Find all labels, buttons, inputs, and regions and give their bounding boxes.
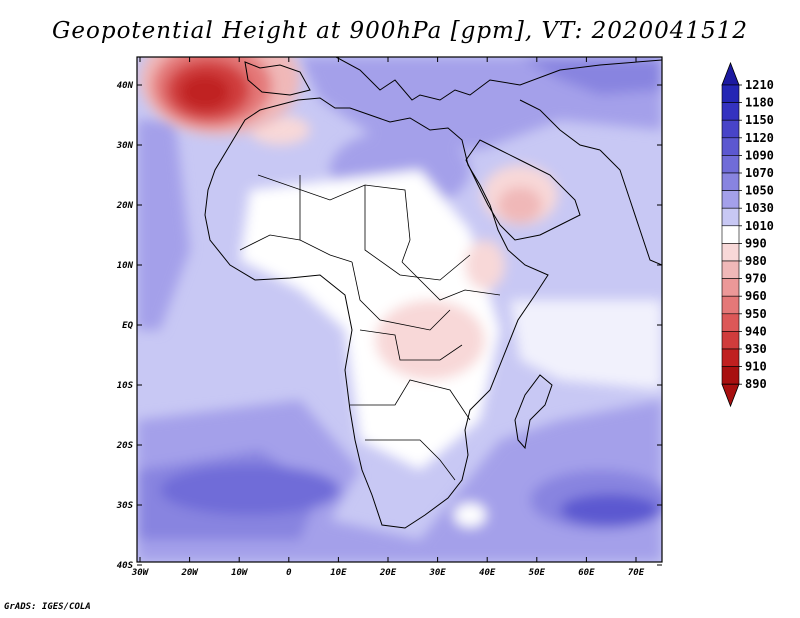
colorbar-label: 1010 <box>745 219 774 233</box>
colorbar-label: 1210 <box>745 78 774 92</box>
colorbar-label: 990 <box>745 236 767 250</box>
lon-label: 40E <box>479 568 496 578</box>
colorbar-swatch <box>721 190 740 209</box>
colorbar-swatch <box>721 225 740 244</box>
grads-credit: GrADS: IGES/COLA <box>4 602 91 612</box>
colorbar-label: 1050 <box>745 184 774 198</box>
lat-label: EQ <box>122 321 133 331</box>
colorbar-swatch <box>721 331 740 350</box>
lon-label: 20W <box>180 568 199 578</box>
longitude-labels: 30W 20W 10W 0 10E 20E 30E 40E 50E 60E 70E <box>131 568 645 578</box>
colorbar-label: 1120 <box>745 131 774 145</box>
colorbar-swatch <box>721 313 740 332</box>
lon-label: 0 <box>286 568 292 578</box>
colorbar-swatch <box>721 102 740 121</box>
height-field <box>137 57 662 562</box>
colorbar-label: 1180 <box>745 96 774 110</box>
lon-label: 20E <box>379 568 397 578</box>
colorbar-label: 980 <box>745 254 767 268</box>
colorbar-swatch <box>721 172 740 191</box>
colorbar-label: 960 <box>745 289 767 303</box>
colorbar-swatch <box>721 207 740 227</box>
chart-title: Geopotential Height at 900hPa [gpm], VT:… <box>52 18 748 44</box>
colorbar-swatch <box>721 155 740 174</box>
lon-label: 10W <box>231 568 249 578</box>
lon-label: 30W <box>131 568 150 578</box>
colorbar-label: 910 <box>745 360 767 374</box>
lat-label: 10S <box>117 381 134 391</box>
colorbar-swatch <box>721 348 740 367</box>
colorbar-label: 1030 <box>745 201 774 215</box>
colorbar-swatch <box>721 366 740 385</box>
colorbar-label: 1090 <box>745 148 774 162</box>
colorbar-label: 930 <box>745 342 767 356</box>
lat-label: 40S <box>117 561 134 571</box>
lat-label: 20N <box>116 201 134 211</box>
colorbar-label: 970 <box>745 272 767 286</box>
lat-label: 30N <box>116 141 134 151</box>
colorbar-bottom-arrow <box>721 383 740 408</box>
latitude-labels: 40N 30N 20N 10N EQ 10S 20S 30S 40S <box>116 81 134 571</box>
colorbar-top-arrow <box>721 61 740 86</box>
colorbar: 1210 1180 1150 1120 1090 1070 1050 1030 1010 990 9… <box>721 61 774 408</box>
colorbar-swatch <box>721 243 740 262</box>
lat-label: 20S <box>116 441 134 451</box>
colorbar-label: 940 <box>745 324 767 338</box>
colorbar-swatch <box>721 137 740 156</box>
colorbar-swatch <box>721 119 740 139</box>
lon-label: 50E <box>529 568 546 578</box>
colorbar-label: 950 <box>745 307 767 321</box>
lon-label: 30E <box>428 568 446 578</box>
colorbar-swatch <box>721 84 740 103</box>
lat-label: 10N <box>117 261 134 271</box>
colorbar-label: 890 <box>745 377 767 391</box>
lat-label: 40N <box>117 81 134 91</box>
lat-label: 30S <box>116 501 134 511</box>
colorbar-swatch <box>721 295 740 315</box>
colorbar-label: 1070 <box>745 166 774 180</box>
map-frame <box>136 56 663 563</box>
colorbar-label: 1150 <box>745 113 774 127</box>
colorbar-swatch <box>721 260 740 279</box>
lon-label: 60E <box>578 568 595 578</box>
colorbar-swatch <box>721 278 740 297</box>
lon-label: 70E <box>628 568 645 578</box>
lon-label: 10E <box>330 568 347 578</box>
